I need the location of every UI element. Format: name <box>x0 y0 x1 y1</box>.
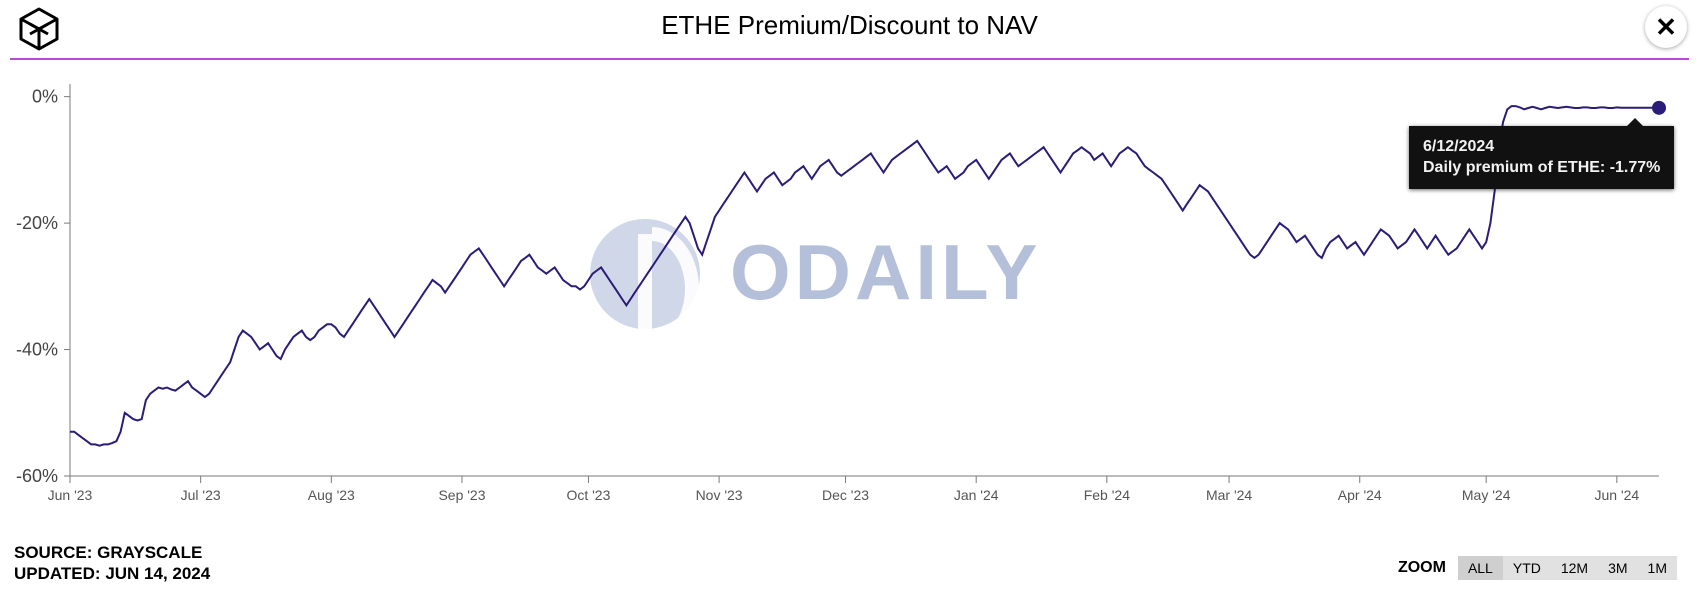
end-marker <box>1652 101 1666 115</box>
svg-text:Apr '24: Apr '24 <box>1338 487 1382 503</box>
tooltip-date: 6/12/2024 <box>1423 136 1660 158</box>
close-button[interactable]: ✕ <box>1645 6 1687 48</box>
zoom-all[interactable]: ALL <box>1458 556 1503 580</box>
footer: SOURCE: GRAYSCALE UPDATED: JUN 14, 2024 <box>14 542 210 585</box>
svg-text:Mar '24: Mar '24 <box>1206 487 1252 503</box>
zoom-1m[interactable]: 1M <box>1638 556 1677 580</box>
source-line: SOURCE: GRAYSCALE <box>14 542 210 563</box>
svg-text:Jul '23: Jul '23 <box>181 487 221 503</box>
close-icon: ✕ <box>1655 12 1677 43</box>
svg-text:Jan '24: Jan '24 <box>954 487 999 503</box>
tooltip-line: Daily premium of ETHE: -1.77% <box>1423 157 1660 179</box>
tooltip: 6/12/2024 Daily premium of ETHE: -1.77% <box>1409 126 1674 189</box>
chart-title: ETHE Premium/Discount to NAV <box>661 10 1038 41</box>
zoom-bar: ZOOM ALLYTD12M3M1M <box>1398 556 1677 580</box>
watermark: ODAILY <box>590 219 1042 344</box>
zoom-label: ZOOM <box>1398 559 1446 577</box>
zoom-3m[interactable]: 3M <box>1598 556 1637 580</box>
svg-text:Aug '23: Aug '23 <box>308 487 355 503</box>
svg-text:Jun '23: Jun '23 <box>48 487 93 503</box>
zoom-ytd[interactable]: YTD <box>1503 556 1551 580</box>
svg-text:May '24: May '24 <box>1462 487 1511 503</box>
chart-area: ODAILY 0% -20% -40% -60% Jun '23 Jul '23 Aug … <box>10 64 1689 534</box>
svg-text:Nov '23: Nov '23 <box>696 487 743 503</box>
svg-text:Jun '24: Jun '24 <box>1594 487 1639 503</box>
updated-line: UPDATED: JUN 14, 2024 <box>14 563 210 584</box>
svg-text:0%: 0% <box>32 87 58 107</box>
svg-text:Dec '23: Dec '23 <box>822 487 869 503</box>
y-axis: 0% -20% -40% -60% <box>16 84 70 486</box>
zoom-12m[interactable]: 12M <box>1551 556 1598 580</box>
svg-text:-60%: -60% <box>16 466 58 486</box>
divider <box>10 58 1689 60</box>
logo-icon <box>16 6 62 57</box>
svg-text:Sep '23: Sep '23 <box>438 487 485 503</box>
x-axis: Jun '23 Jul '23 Aug '23 Sep '23 Oct '23 Nov '… <box>48 476 1640 503</box>
svg-text:ODAILY: ODAILY <box>730 228 1042 316</box>
svg-text:-40%: -40% <box>16 340 58 360</box>
svg-text:Oct '23: Oct '23 <box>566 487 610 503</box>
svg-text:Feb '24: Feb '24 <box>1084 487 1130 503</box>
svg-text:-20%: -20% <box>16 213 58 233</box>
